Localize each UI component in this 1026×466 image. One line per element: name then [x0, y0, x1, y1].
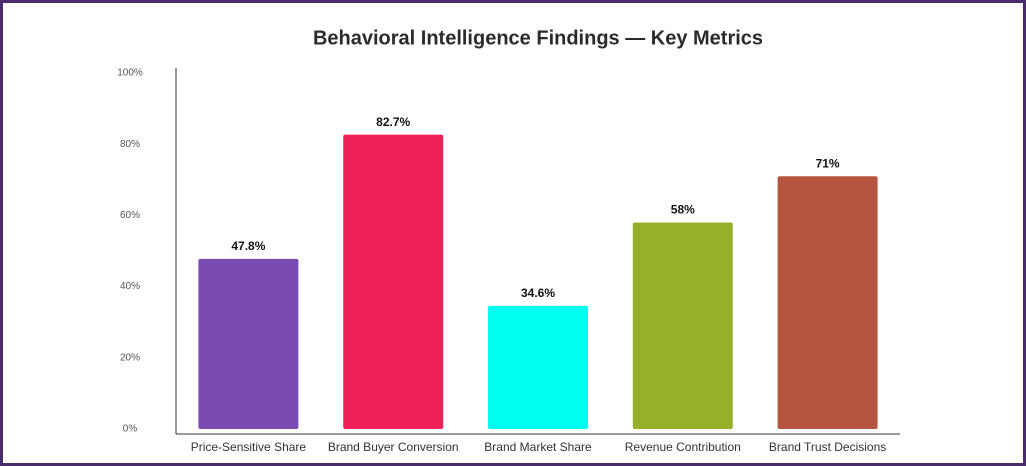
bar — [632, 222, 733, 429]
value-label: 82.7% — [376, 115, 410, 129]
y-tick-label: 0% — [123, 424, 138, 435]
y-tick-label: 20% — [120, 352, 140, 363]
x-tick-label: Brand Trust Decisions — [769, 440, 886, 454]
x-tick-label: Revenue Contribution — [625, 440, 741, 454]
y-tick-label: 100% — [117, 68, 143, 79]
bar — [343, 134, 444, 429]
value-label: 71% — [816, 156, 840, 170]
bar — [488, 305, 588, 429]
bar — [777, 176, 878, 429]
x-tick-label: Brand Buyer Conversion — [328, 440, 459, 454]
chart-title: Behavioral Intelligence Findings — Key M… — [313, 27, 763, 49]
value-label: 34.6% — [521, 286, 555, 300]
value-label: 47.8% — [231, 239, 265, 253]
y-tick-label: 80% — [120, 139, 140, 150]
bar — [198, 258, 299, 429]
x-tick-label: Price-Sensitive Share — [191, 440, 307, 454]
y-tick-label: 40% — [120, 281, 140, 292]
x-tick-label: Brand Market Share — [484, 440, 592, 454]
y-tick-label: 60% — [120, 210, 140, 221]
value-label: 58% — [671, 203, 695, 217]
